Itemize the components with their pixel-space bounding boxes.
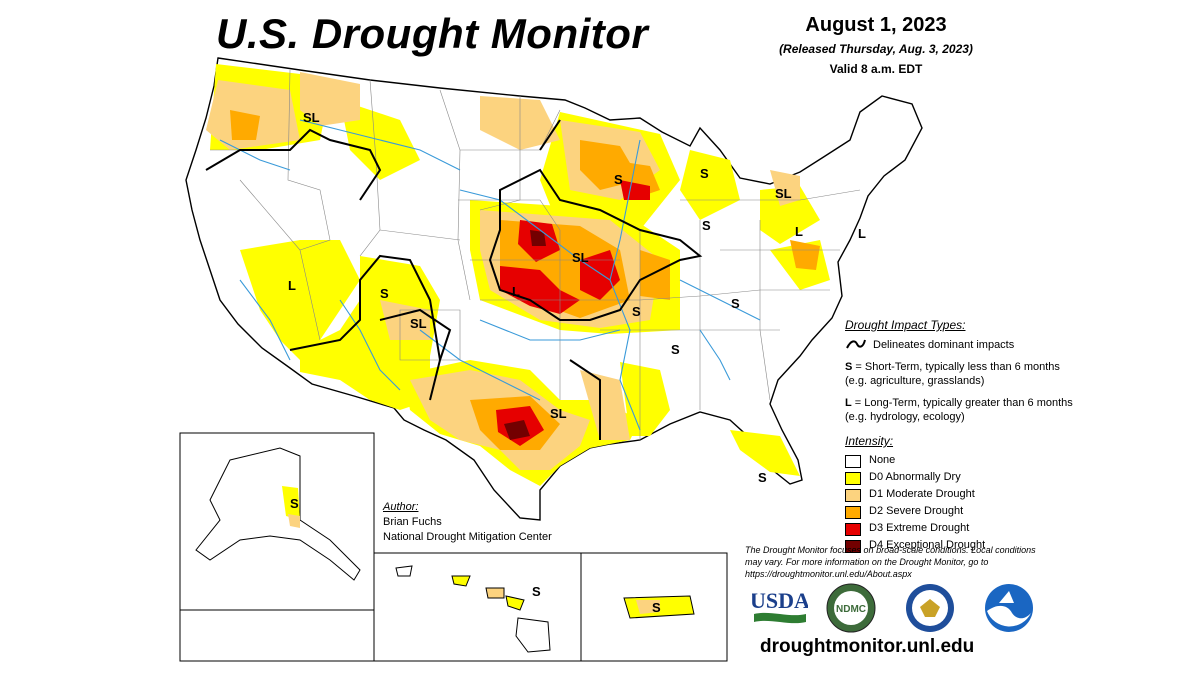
map-label: L: [288, 278, 296, 293]
short-term-entry: S = Short-Term, typically less than 6 mo…: [845, 360, 1075, 388]
map-label: S: [731, 296, 740, 311]
map-title: U.S. Drought Monitor: [216, 10, 649, 57]
map-label: L: [795, 224, 803, 239]
intensity-heading: Intensity:: [845, 434, 894, 448]
map-label: S: [632, 304, 641, 319]
short-term-text: = Short-Term, typically less than 6 mont…: [845, 361, 1060, 387]
author-heading: Author:: [383, 501, 419, 513]
intensity-label: D0 Abnormally Dry: [869, 471, 961, 483]
map-label: L: [512, 284, 520, 299]
d4-areas: [504, 230, 546, 440]
map-label: SL: [550, 406, 567, 421]
swatch-d0: [845, 472, 861, 485]
usda-logo: USDA: [752, 588, 808, 624]
long-term-entry: L = Long-Term, typically greater than 6 …: [845, 396, 1075, 424]
state-lines: [210, 69, 861, 440]
impact-line-icon: [846, 339, 866, 349]
intensity-row: D1 Moderate Drought: [845, 488, 1075, 502]
swatch-d4: [845, 540, 861, 553]
impact-line-label: Delineates dominant impacts: [873, 339, 1015, 351]
swatch-none: [845, 455, 861, 468]
intensity-label: D3 Extreme Drought: [869, 522, 970, 534]
map-label: S: [702, 218, 711, 233]
hawaii-islands: [395, 565, 551, 653]
puerto-rico-label: S: [652, 600, 661, 615]
impact-line-row: Delineates dominant impacts: [845, 338, 1075, 352]
intensity-label: D4 Exceptional Drought: [869, 539, 986, 551]
map-label: SL: [775, 186, 792, 201]
impact-heading: Drought Impact Types:: [845, 318, 966, 332]
map-label: S: [671, 342, 680, 357]
map-label: S: [758, 470, 767, 485]
ndmc-logo-text: NDMC: [836, 604, 866, 615]
hawaii-label: S: [532, 584, 541, 599]
author-block: Author: Brian Fuchs National Drought Mit…: [383, 500, 552, 545]
map-label: SL: [410, 316, 427, 331]
author-name: Brian Fuchs: [383, 516, 442, 528]
commerce-seal: [906, 584, 954, 632]
puerto-rico-d1: [636, 600, 660, 614]
swatch-d3: [845, 523, 861, 536]
ndmc-logo: NDMC: [826, 583, 876, 633]
alaska-land: [195, 447, 361, 581]
website-url[interactable]: droughtmonitor.unl.edu: [760, 636, 975, 657]
legend: Drought Impact Types: Delineates dominan…: [845, 318, 1075, 556]
map-label: SL: [303, 110, 320, 125]
impact-boundaries: [205, 119, 703, 440]
intensity-row: D0 Abnormally Dry: [845, 471, 1075, 485]
release-date: (Released Thursday, Aug. 3, 2023): [779, 42, 973, 56]
alaska-label: S: [290, 496, 299, 511]
long-term-text: = Long-Term, typically greater than 6 mo…: [845, 397, 1073, 423]
noaa-logo: [985, 584, 1033, 632]
intensity-label: D2 Severe Drought: [869, 505, 964, 517]
swatch-d2: [845, 506, 861, 519]
conus-impact-labels: SL S S S SL SL L S L L SL L S SL S S S S…: [288, 110, 866, 485]
intensity-row: D4 Exceptional Drought: [845, 539, 1075, 553]
map-label: SL: [572, 250, 589, 265]
map-date: August 1, 2023: [805, 14, 947, 36]
intensity-row: None: [845, 454, 1075, 468]
alaska-d1: [288, 514, 300, 528]
intensity-label: None: [869, 454, 896, 466]
usda-logo-text: USDA: [752, 588, 808, 613]
intensity-label: D1 Moderate Drought: [869, 488, 975, 500]
map-label: S: [614, 172, 623, 187]
rivers: [219, 119, 761, 431]
map-label: L: [858, 226, 866, 241]
info-note: The Drought Monitor focuses on broad-sca…: [745, 545, 1036, 579]
long-term-code: L: [845, 397, 852, 409]
intensity-row: D2 Severe Drought: [845, 505, 1075, 519]
alaska-d0: [282, 486, 300, 520]
short-term-code: S: [845, 361, 853, 373]
intensity-row: D3 Extreme Drought: [845, 522, 1075, 536]
author-org: National Drought Mitigation Center: [383, 531, 552, 543]
swatch-d1: [845, 489, 861, 502]
valid-time: Valid 8 a.m. EDT: [829, 62, 923, 76]
map-label: S: [700, 166, 709, 181]
map-label: S: [380, 286, 389, 301]
